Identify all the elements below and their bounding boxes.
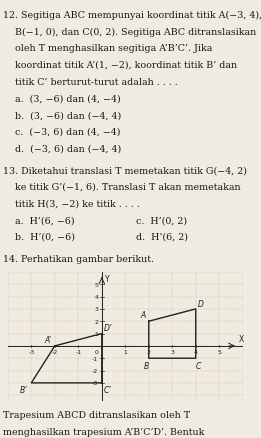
Text: C: C (195, 361, 201, 370)
Text: 5: 5 (217, 349, 221, 354)
Text: D’: D’ (104, 324, 112, 332)
Text: 3: 3 (94, 307, 98, 312)
Text: 4: 4 (94, 294, 98, 299)
Text: -1: -1 (92, 356, 98, 361)
Text: C’: C’ (104, 385, 112, 395)
Text: 14. Perhatikan gambar berikut.: 14. Perhatikan gambar berikut. (3, 254, 154, 263)
Text: -3: -3 (28, 349, 34, 354)
Text: 1: 1 (123, 349, 127, 354)
Text: -2: -2 (52, 349, 58, 354)
Text: b.  H’(0, −6): b. H’(0, −6) (3, 232, 75, 241)
Text: ke titik G’(−1, 6). Translasi T akan memetakan: ke titik G’(−1, 6). Translasi T akan mem… (3, 182, 240, 191)
Text: d.  H’(6, 2): d. H’(6, 2) (136, 232, 188, 241)
Text: a.  (3, −6) dan (4, −4): a. (3, −6) dan (4, −4) (3, 94, 120, 103)
Text: oleh T menghasilkan segitiga A’B’C’. Jika: oleh T menghasilkan segitiga A’B’C’. Jik… (3, 44, 212, 53)
Text: titik C’ berturut-turut adalah . . . .: titik C’ berturut-turut adalah . . . . (3, 78, 177, 87)
Text: 0: 0 (94, 349, 98, 354)
Text: A’: A’ (45, 335, 51, 344)
Text: 1: 1 (94, 331, 98, 336)
Text: B: B (144, 361, 149, 370)
Text: 13. Diketahui translasi T memetakan titik G(−4, 2): 13. Diketahui translasi T memetakan titi… (3, 166, 247, 175)
Text: c.  (−3, 6) dan (4, −4): c. (−3, 6) dan (4, −4) (3, 127, 120, 137)
Text: X: X (239, 335, 245, 344)
Text: B(−1, 0), dan C(0, 2). Segitiga ABC ditranslasikan: B(−1, 0), dan C(0, 2). Segitiga ABC ditr… (3, 28, 256, 37)
Text: 3: 3 (170, 349, 174, 354)
Text: A: A (140, 311, 145, 320)
Text: -1: -1 (75, 349, 81, 354)
Text: 2: 2 (147, 349, 151, 354)
Text: 4: 4 (194, 349, 198, 354)
Text: koordinat titik A’(1, −2), koordinat titik B’ dan: koordinat titik A’(1, −2), koordinat tit… (3, 61, 237, 70)
Text: b.  (3, −6) dan (−4, 4): b. (3, −6) dan (−4, 4) (3, 111, 121, 120)
Text: menghasilkan trapesium A’B’C’D’. Bentuk: menghasilkan trapesium A’B’C’D’. Bentuk (3, 427, 204, 436)
Text: 12. Segitiga ABC mempunyai koordinat titik A(−3, 4),: 12. Segitiga ABC mempunyai koordinat tit… (3, 11, 261, 20)
Text: -3: -3 (92, 381, 98, 385)
Text: 5: 5 (94, 282, 98, 287)
Text: D: D (198, 299, 204, 308)
Text: d.  (−3, 6) dan (−4, 4): d. (−3, 6) dan (−4, 4) (3, 144, 121, 153)
Text: B’: B’ (20, 385, 28, 395)
Text: a.  H’(6, −6): a. H’(6, −6) (3, 215, 74, 225)
Text: -2: -2 (92, 368, 98, 373)
Text: titik H(3, −2) ke titik . . . .: titik H(3, −2) ke titik . . . . (3, 199, 139, 208)
Text: c.  H’(0, 2): c. H’(0, 2) (136, 215, 187, 225)
Text: 2: 2 (94, 319, 98, 324)
Text: Trapesium ABCD ditranslasikan oleh T: Trapesium ABCD ditranslasikan oleh T (3, 410, 190, 419)
Text: Y: Y (105, 274, 110, 283)
